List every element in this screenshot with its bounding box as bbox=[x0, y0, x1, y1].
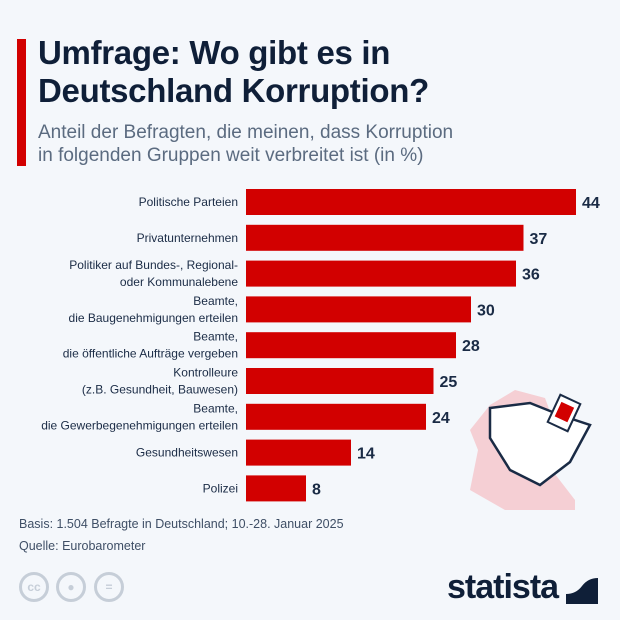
statista-logo-icon bbox=[566, 571, 599, 604]
data-label: 36 bbox=[522, 267, 540, 284]
category-label: Beamte, bbox=[193, 401, 238, 415]
data-label: 25 bbox=[440, 374, 458, 391]
chart-title: Umfrage: Wo gibt es in Deutschland Korrup… bbox=[38, 34, 429, 110]
chart-subtitle: Anteil der Befragten, die meinen, dass K… bbox=[38, 121, 453, 167]
category-label: die öffentliche Aufträge vergeben bbox=[63, 347, 238, 361]
category-label: Beamte, bbox=[193, 330, 238, 344]
basis-note: Basis: 1.504 Befragte in Deutschland; 10… bbox=[19, 517, 344, 531]
bar bbox=[246, 439, 351, 466]
bar bbox=[246, 189, 576, 215]
subtitle-line-2: in folgenden Gruppen weit verbreitet ist… bbox=[38, 145, 424, 166]
title-accent-bar bbox=[17, 39, 26, 166]
bar-chart: 44 Politische Parteien 37 Privatunternehmen… bbox=[41, 189, 600, 510]
category-label: Polizei bbox=[203, 481, 238, 495]
category-label: die Baugenehmigungen erteilen bbox=[69, 311, 238, 325]
bar bbox=[246, 332, 456, 359]
data-label: 8 bbox=[312, 481, 321, 498]
category-label: Politiker auf Bundes-, Regional- bbox=[69, 258, 238, 272]
category-label: Gesundheitswesen bbox=[136, 446, 238, 460]
category-label: Politische Parteien bbox=[139, 195, 238, 209]
no-derivatives-icon[interactable]: = bbox=[94, 572, 124, 602]
category-label: Privatunternehmen bbox=[137, 231, 238, 245]
data-label: 14 bbox=[357, 446, 375, 463]
category-label: oder Kommunalebene bbox=[120, 275, 238, 289]
category-label: Beamte, bbox=[193, 294, 238, 308]
bar bbox=[246, 260, 516, 287]
title-line-1: Umfrage: Wo gibt es in bbox=[38, 34, 391, 71]
subtitle-line-1: Anteil der Befragten, die meinen, dass K… bbox=[38, 122, 454, 143]
attribution-icon[interactable]: ● bbox=[56, 572, 86, 602]
statista-logo[interactable]: statista bbox=[447, 568, 599, 607]
category-label: Kontrolleure bbox=[173, 366, 238, 380]
data-label: 28 bbox=[462, 338, 480, 355]
data-label: 44 bbox=[582, 195, 600, 212]
bar bbox=[246, 475, 306, 502]
bar bbox=[246, 296, 471, 323]
source-note: Quelle: Eurobarometer bbox=[19, 539, 146, 553]
cc-license-icon[interactable]: cc bbox=[19, 572, 49, 602]
data-label: 24 bbox=[432, 410, 450, 427]
bar bbox=[246, 403, 426, 430]
title-line-2: Deutschland Korruption? bbox=[38, 72, 429, 109]
category-label: die Gewerbegenehmigungen erteilen bbox=[41, 418, 238, 432]
data-label: 37 bbox=[530, 231, 548, 248]
bar bbox=[246, 224, 524, 251]
data-label: 30 bbox=[477, 302, 495, 319]
brand-name: statista bbox=[447, 568, 559, 606]
category-label: (z.B. Gesundheit, Bauwesen) bbox=[82, 383, 238, 397]
bar bbox=[246, 368, 434, 394]
germany-handshake-illustration bbox=[470, 390, 592, 510]
